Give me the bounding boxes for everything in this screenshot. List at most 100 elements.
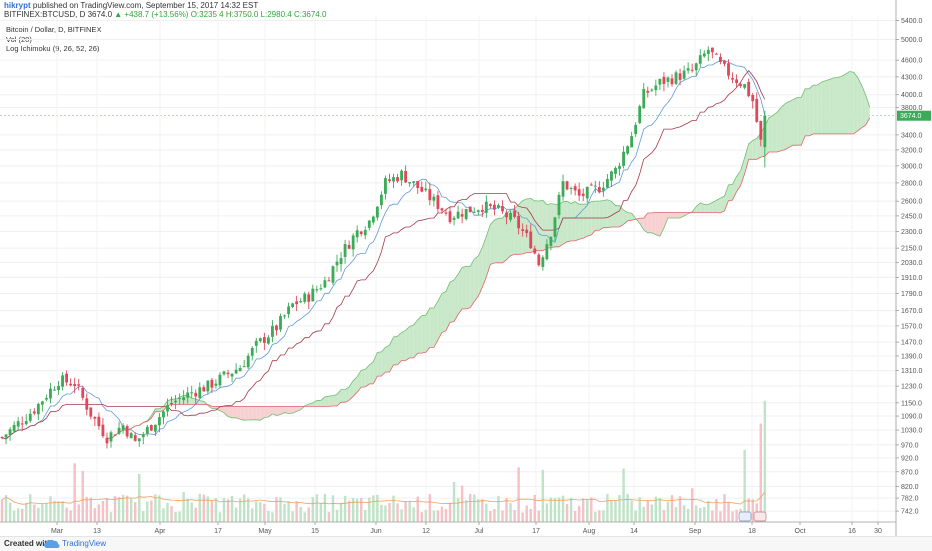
price-axis[interactable]: 5400.05000.04600.04300.04000.03800.03400… [896,0,932,536]
candle-body [263,337,266,343]
candle-body [81,388,84,398]
volume-bar [227,499,229,522]
candle-body [578,189,581,195]
volume-bar [247,498,249,522]
volume-bar [271,512,273,522]
volume-bar [61,501,63,522]
volume-bar [94,508,96,522]
candle-body [61,375,64,386]
price-tick-label: 3200.0 [901,147,923,154]
candle-body [445,212,448,213]
candle-body [441,208,444,210]
volume-bar [461,486,463,522]
volume-bar [679,496,681,522]
volume-bar [37,508,39,522]
volume-bar [735,510,737,522]
volume-bar [9,503,11,522]
volume-bar [25,503,27,522]
volume-bar [618,495,620,522]
volume-bar [731,511,733,522]
volume-bar [82,471,84,522]
candle-body [400,171,403,181]
volume-bar [308,507,310,522]
volume-bar [316,494,318,522]
candle-body [384,178,387,194]
volume-bar [199,494,201,522]
volume-bar [574,511,576,522]
price-chart[interactable]: 5400.05000.04600.04300.04000.03800.03400… [0,0,932,536]
volume-bar [138,474,140,522]
volume-bar [719,511,721,522]
candle-body [118,428,121,434]
price-tick-label: 2030.0 [901,260,923,267]
candle-body [723,61,726,64]
volume-bar [538,511,540,522]
volume-bar [602,510,604,522]
candle-body [198,387,201,398]
price-tick-label: 970.0 [901,442,919,449]
price-tick-label: 782.0 [901,496,919,503]
candle-body [138,438,141,441]
volume-bar [417,497,419,522]
volume-bar [534,495,536,522]
time-tick-label: 15 [311,528,319,535]
volume-bar [118,497,120,522]
candle-body [235,370,238,374]
volume-bars [1,401,766,522]
candle-body [590,185,593,186]
candle-body [287,306,290,314]
volume-bar [5,495,7,522]
candle-body [303,294,306,302]
candle-body [586,187,589,198]
tradingview-link[interactable]: TradingView [62,537,106,551]
candle-body [295,301,298,304]
volume-bar [400,509,402,522]
candle-body [259,338,262,341]
candle-body [739,84,742,86]
candle-body [550,237,553,246]
candle-body [626,146,629,153]
volume-bar [130,498,132,522]
volume-bar [473,495,475,522]
price-tick-label: 870.0 [901,469,919,476]
volume-bar [90,498,92,522]
volume-bar [235,508,237,522]
candle-body [412,181,415,183]
time-tick-label: Jul [475,528,484,535]
volume-bar [634,510,636,522]
candle-body [570,188,573,189]
volume-bar [340,503,342,522]
candle-body [759,121,762,140]
candle-body [461,214,464,217]
candle-body [130,433,133,438]
volume-bar [13,511,15,522]
candle-body [315,289,318,290]
candle-body [614,168,617,174]
volume-bar [295,501,297,522]
volume-bar [110,512,112,522]
volume-bar [186,499,188,522]
price-tick-label: 820.0 [901,484,919,491]
candle-body [182,397,185,400]
candle-body [65,374,68,383]
candle-body [473,212,476,213]
volume-bar [445,509,447,522]
volume-bar [126,496,128,522]
candle-body [562,181,565,196]
candle-body [380,195,383,205]
volume-bar [98,504,100,522]
candle-body [41,401,44,404]
volume-bar [437,510,439,522]
volume-bar [513,510,515,522]
volume-bar [606,494,608,522]
candle-body [29,414,32,421]
candle-body [283,315,286,316]
price-tick-label: 5400.0 [901,18,923,25]
volume-bar [1,500,3,522]
candle-body [654,86,657,90]
volume-bar [162,508,164,522]
volume-bar [142,511,144,522]
volume-bar [505,498,507,522]
candle-body [703,54,706,57]
